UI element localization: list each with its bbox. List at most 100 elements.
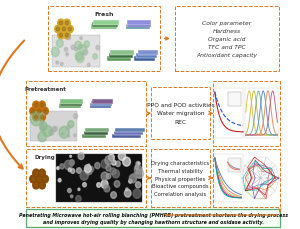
Circle shape [65,34,69,38]
Circle shape [65,22,69,26]
Bar [26,82,146,146]
Bar [213,82,280,146]
Circle shape [76,168,81,174]
Circle shape [111,192,116,199]
Circle shape [84,42,89,48]
Circle shape [78,188,80,191]
Circle shape [33,169,39,177]
Circle shape [118,152,126,161]
Circle shape [83,50,88,56]
Circle shape [60,164,64,169]
Circle shape [105,156,113,165]
Bar [128,21,152,26]
Bar [26,209,280,227]
Bar [92,101,112,106]
Circle shape [36,108,42,115]
Bar [152,149,210,207]
Circle shape [84,165,91,173]
Circle shape [133,189,141,199]
Circle shape [33,181,39,189]
Circle shape [40,127,44,132]
Circle shape [138,162,140,165]
Circle shape [42,108,48,115]
Bar [136,54,157,59]
Circle shape [32,177,35,181]
Circle shape [78,153,84,160]
Circle shape [40,171,44,175]
Circle shape [69,160,74,166]
Circle shape [68,168,71,172]
Circle shape [116,161,120,167]
Bar [126,25,150,30]
Bar [114,131,143,135]
Circle shape [61,26,67,34]
Circle shape [34,116,38,120]
Bar [91,104,111,109]
Bar [85,128,109,132]
Circle shape [97,183,101,188]
Circle shape [53,127,58,132]
Circle shape [41,121,44,125]
Bar [127,23,151,28]
Circle shape [40,183,44,187]
Bar [92,100,113,105]
Bar [82,134,106,138]
Circle shape [44,177,47,181]
Text: Pretreatment: Pretreatment [24,87,66,92]
Circle shape [56,40,63,48]
Bar [245,89,278,138]
Circle shape [101,172,108,181]
Circle shape [40,123,43,127]
Circle shape [136,169,144,178]
Circle shape [33,114,39,121]
Circle shape [110,168,116,175]
Circle shape [59,127,69,139]
Circle shape [64,48,68,52]
Circle shape [133,173,137,178]
Circle shape [38,177,41,181]
Bar [138,51,158,56]
Circle shape [40,104,44,107]
Circle shape [34,183,38,187]
Circle shape [59,22,63,26]
Circle shape [58,32,64,40]
Circle shape [38,110,41,113]
Circle shape [76,54,84,63]
Bar [92,25,117,30]
Circle shape [75,42,82,50]
Circle shape [79,45,82,49]
Circle shape [64,161,72,170]
Circle shape [59,34,63,38]
Circle shape [61,133,64,135]
Text: PPO and POD activities
Water migration
REC: PPO and POD activities Water migration R… [147,103,214,124]
Circle shape [42,175,48,183]
Circle shape [80,37,82,40]
Circle shape [58,20,64,28]
Text: Penetrating Microwave hot-air rolling blanching (PMHRB) pretreatment shortens th: Penetrating Microwave hot-air rolling bl… [19,212,288,224]
Circle shape [56,62,58,65]
Circle shape [40,116,44,120]
Circle shape [39,181,45,189]
Text: Drying characteristics
Thermal stability
Physical properties
Bioactive compounds: Drying characteristics Thermal stability… [152,160,210,196]
Bar [107,57,131,62]
Circle shape [68,188,71,193]
Circle shape [87,64,90,67]
Circle shape [136,162,140,166]
Circle shape [129,174,137,183]
Circle shape [68,135,70,138]
Circle shape [56,28,60,32]
Circle shape [67,26,73,34]
Circle shape [32,110,35,113]
Bar [59,104,81,109]
Circle shape [71,169,75,174]
Circle shape [109,154,114,161]
Circle shape [80,171,88,180]
Bar [56,154,142,202]
Circle shape [36,175,42,183]
Bar [92,23,118,28]
Circle shape [74,134,76,137]
Circle shape [39,114,45,121]
Circle shape [57,167,59,170]
Circle shape [66,125,70,130]
Circle shape [126,188,128,191]
